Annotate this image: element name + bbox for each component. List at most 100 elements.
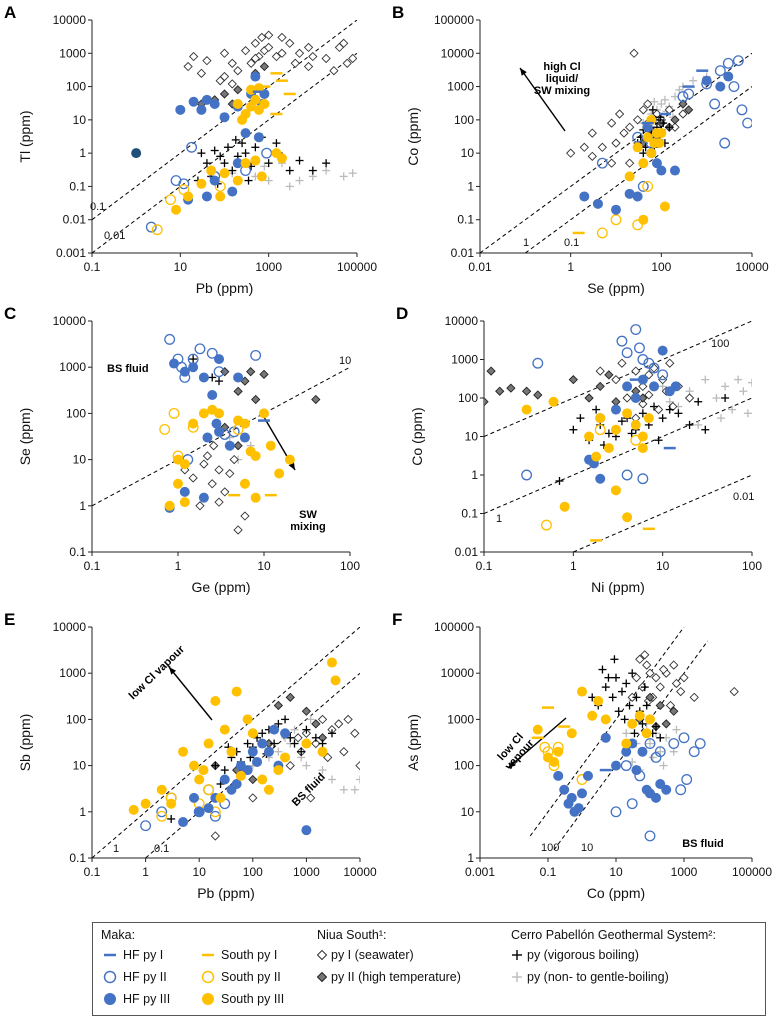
point-ni1 [219, 48, 230, 58]
y-tick-label: 10 [73, 453, 87, 467]
point-so3 [643, 413, 654, 424]
point-ni1 [606, 118, 617, 128]
point-hf3 [657, 345, 668, 356]
point-ni1 [627, 692, 637, 702]
y-tick-label: 1000 [447, 80, 474, 94]
point-cpv [274, 719, 283, 728]
y-axis-label: Co (ppm) [409, 407, 425, 465]
point-ni1 [684, 393, 695, 403]
point-hf3 [175, 104, 186, 115]
point-cpv [297, 747, 306, 756]
point-cpv [617, 687, 626, 696]
legend-label-cpg: py (non- to gentle-boiling) [527, 970, 669, 984]
point-so3 [128, 804, 139, 815]
y-tick-label: 1000 [59, 666, 86, 680]
y-tick-label: 10000 [53, 13, 87, 27]
x-axis-label: Pb (ppm) [197, 885, 255, 901]
point-hf3 [198, 372, 209, 383]
point-ni1 [587, 151, 597, 162]
point-cpg [350, 785, 359, 794]
point-so3 [610, 485, 621, 496]
point-so3 [276, 153, 287, 164]
y-tick-label: 10 [461, 805, 475, 819]
point-ni1 [277, 48, 287, 58]
trend-arrow [168, 666, 213, 721]
point-ni1 [643, 99, 653, 109]
point-so3 [624, 171, 635, 182]
point-ni1 [308, 51, 318, 62]
point-so3 [179, 459, 190, 470]
point-hf2 [164, 333, 176, 345]
point-cpv [208, 373, 217, 382]
trend-arrowhead [288, 462, 295, 470]
point-cpv [258, 729, 267, 738]
x-tick-label: 100 [742, 559, 762, 573]
point-so3 [591, 451, 602, 462]
point-hf3 [211, 418, 222, 429]
point-so3 [215, 792, 226, 803]
y-tick-label: 0.1 [69, 851, 86, 865]
point-so3 [630, 419, 641, 430]
legend-item-hf2: HF py II [101, 966, 199, 988]
point-cpg [646, 739, 654, 748]
point-hf3 [573, 803, 584, 814]
point-hf2 [657, 369, 669, 381]
point-hf2 [621, 347, 633, 359]
ratio-line-label: 1 [496, 513, 502, 525]
y-tick-label: 10 [73, 759, 87, 773]
point-ni1 [638, 105, 648, 115]
point-ni1 [655, 682, 665, 692]
point-so2 [168, 407, 180, 419]
point-hf2 [186, 141, 198, 153]
point-so3 [183, 191, 194, 202]
point-hf3 [566, 792, 577, 803]
x-tick-label: 0.001 [465, 865, 495, 879]
point-cpv [270, 739, 279, 748]
y-axis-label: As (ppm) [405, 714, 421, 771]
point-hf2 [206, 347, 218, 359]
point-hf2 [637, 473, 649, 485]
data-points-E [128, 657, 360, 841]
x-tick-label: 1 [570, 559, 577, 573]
point-hf2 [630, 324, 642, 335]
point-hf3 [630, 393, 641, 403]
point-cpv [167, 814, 176, 823]
point-so3 [250, 450, 261, 461]
point-cpv [659, 119, 668, 128]
point-hf3 [595, 473, 606, 484]
point-so3 [239, 418, 250, 429]
x-tick-label: 1000 [293, 865, 320, 879]
point-so3 [654, 138, 665, 149]
ratio-line [484, 397, 752, 514]
point-hf2 [736, 104, 748, 116]
point-hf2 [719, 137, 731, 149]
point-cpv [238, 139, 247, 148]
point-ni1 [209, 441, 219, 451]
legend-label-so2: South py II [221, 970, 281, 984]
point-hf2 [616, 335, 628, 347]
point-hf3 [252, 756, 263, 767]
point-cpg [694, 420, 703, 429]
point-hf3 [232, 158, 243, 169]
point-ni1 [229, 454, 239, 465]
point-hf3 [582, 770, 593, 781]
ratio-line-label: 0.01 [104, 230, 125, 242]
point-cpg [657, 99, 666, 108]
point-ni1 [329, 66, 339, 76]
point-ni2 [595, 381, 605, 392]
point-so3 [645, 714, 655, 725]
point-so3 [198, 408, 209, 419]
point-ni1 [611, 374, 621, 385]
y-tick-label: 10000 [441, 666, 475, 680]
point-hf2 [632, 131, 644, 143]
ratio-line-label: 0.1 [564, 237, 579, 249]
point-cpv [231, 135, 240, 144]
point-cpv [243, 739, 252, 748]
point-ni2 [678, 99, 688, 109]
point-hf2 [683, 88, 695, 100]
point-hf2 [668, 738, 680, 750]
point-so3 [250, 155, 261, 166]
trend-arrow [507, 717, 567, 769]
point-hf2 [681, 774, 693, 785]
point-so3 [250, 492, 261, 503]
